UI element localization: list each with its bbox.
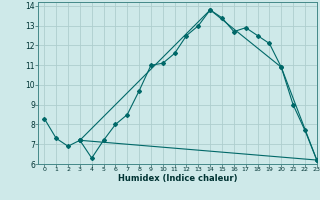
X-axis label: Humidex (Indice chaleur): Humidex (Indice chaleur) <box>118 174 237 183</box>
